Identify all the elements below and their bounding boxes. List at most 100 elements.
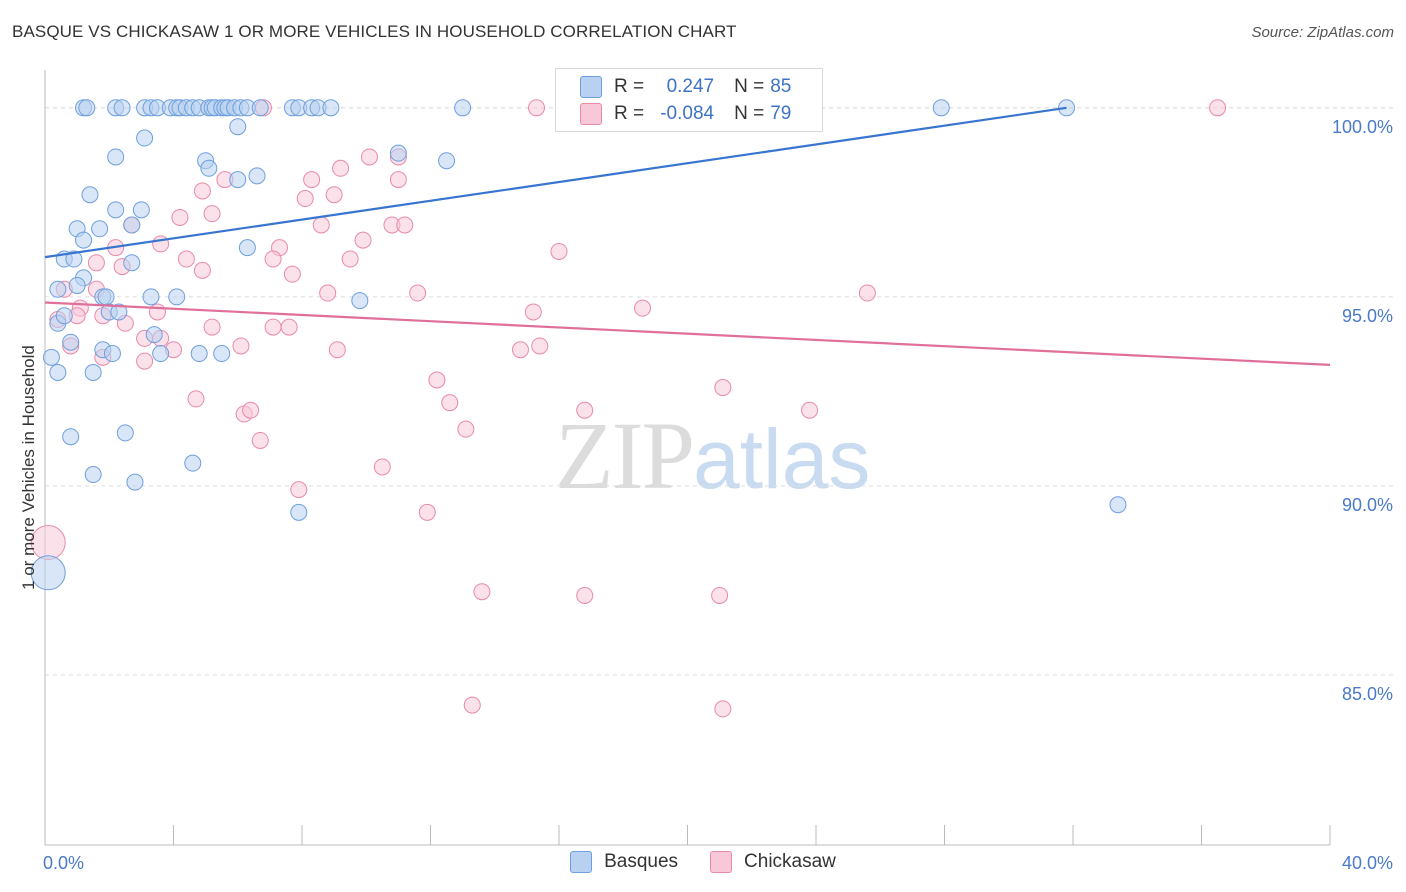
basques-point: [132, 201, 150, 219]
chickasaw-point: [136, 352, 154, 370]
chickasaw-point: [332, 159, 350, 177]
chickasaw-point: [296, 190, 314, 208]
basques-point: [110, 303, 128, 321]
basques-point: [30, 555, 66, 591]
basques-point: [49, 280, 67, 298]
legend-r-value: -0.084: [660, 103, 715, 124]
chickasaw-point: [328, 341, 346, 359]
chickasaw-point: [360, 148, 378, 166]
chickasaw-point: [373, 458, 391, 476]
basques-point: [123, 216, 141, 234]
chickasaw-point: [203, 205, 221, 223]
chickasaw-point: [441, 394, 459, 412]
basques-point: [65, 250, 83, 268]
basques-point: [68, 276, 86, 294]
basques-point: [152, 345, 170, 363]
basques-point: [84, 363, 102, 381]
basques-point: [168, 288, 186, 306]
basques-swatch: [580, 76, 602, 98]
chickasaw-point: [264, 250, 282, 268]
basques-trend-line: [44, 106, 1067, 259]
chickasaw-legend-swatch: [710, 851, 733, 873]
trend-lines: [44, 106, 1331, 366]
basques-point: [251, 99, 269, 117]
axes: [44, 70, 1331, 846]
chickasaw-point: [418, 503, 436, 521]
basques-point: [229, 171, 247, 189]
legend-item-basques[interactable]: Basques: [570, 851, 678, 873]
basques-point: [55, 307, 73, 325]
chickasaw-point: [528, 99, 546, 117]
basques-point: [1109, 496, 1127, 514]
chickasaw-point: [148, 303, 166, 321]
basques-point: [107, 201, 125, 219]
chickasaw-point: [463, 696, 481, 714]
chickasaw-point: [193, 261, 211, 279]
chickasaw-point: [714, 700, 732, 718]
basques-legend-swatch: [570, 851, 593, 873]
basques-point: [290, 503, 308, 521]
basques-point: [389, 144, 407, 162]
y-tick-label: 85.0%: [1342, 684, 1393, 704]
chickasaw-point: [280, 318, 298, 336]
chickasaw-point: [396, 216, 414, 234]
basques-point: [126, 473, 144, 491]
x-tick-label: 0.0%: [43, 853, 84, 873]
chickasaw-point: [473, 583, 491, 601]
basques-point: [184, 454, 202, 472]
watermark-zip: ZIP: [555, 402, 695, 509]
basques-point: [62, 333, 80, 351]
basques-point: [62, 428, 80, 446]
chickasaw-point: [428, 371, 446, 389]
chickasaw-point: [283, 265, 301, 283]
basques-point: [136, 129, 154, 147]
y-axis-label: 1 or more Vehicles in Household: [19, 345, 38, 590]
chickasaw-points: [30, 99, 1227, 718]
basques-point: [81, 186, 99, 204]
chickasaw-point: [242, 401, 260, 419]
chickasaw-point: [341, 250, 359, 268]
chickasaw-point: [524, 303, 542, 321]
basques-point: [75, 231, 93, 249]
basques-point: [248, 167, 266, 185]
basques-point: [238, 239, 256, 257]
chickasaw-point: [711, 586, 729, 604]
basques-point: [113, 99, 131, 117]
watermark-atlas: atlas: [693, 412, 871, 506]
watermark: ZIPatlas: [555, 400, 870, 511]
chickasaw-point: [171, 208, 189, 226]
basques-point: [200, 159, 218, 177]
chickasaw-point: [354, 231, 372, 249]
chickasaw-point: [409, 284, 427, 302]
legend-item-chickasaw[interactable]: Chickasaw: [710, 851, 836, 873]
basques-point: [142, 288, 160, 306]
chickasaw-point: [187, 390, 205, 408]
chickasaw-point: [264, 318, 282, 336]
chickasaw-point: [319, 284, 337, 302]
basques-point: [84, 466, 102, 484]
legend-n-value: 85: [770, 76, 792, 97]
basques-point: [103, 345, 121, 363]
legend-r-label: R =: [614, 103, 645, 124]
legend-n-label: N =: [734, 103, 765, 124]
basques-point: [42, 348, 60, 366]
chickasaw-point: [858, 284, 876, 302]
basques-point: [351, 292, 369, 310]
chickasaw-point: [232, 337, 250, 355]
chickasaw-point: [251, 431, 269, 449]
chickasaw-point: [203, 318, 221, 336]
legend-r-label: R =: [614, 76, 645, 97]
basques-point: [49, 363, 67, 381]
basques-point: [78, 99, 96, 117]
y-tick-label: 100.0%: [1332, 117, 1393, 137]
legend-label-chickasaw: Chickasaw: [744, 851, 836, 872]
x-tick-label: 40.0%: [1342, 853, 1393, 873]
basques-point: [116, 424, 134, 442]
legend-row-basques: R = 0.247 N = 85: [556, 73, 791, 101]
basques-point: [932, 99, 950, 117]
chickasaw-point: [511, 341, 529, 359]
chickasaw-point: [303, 171, 321, 189]
basques-point: [145, 326, 163, 344]
chickasaw-point: [325, 186, 343, 204]
chickasaw-point: [550, 242, 568, 260]
